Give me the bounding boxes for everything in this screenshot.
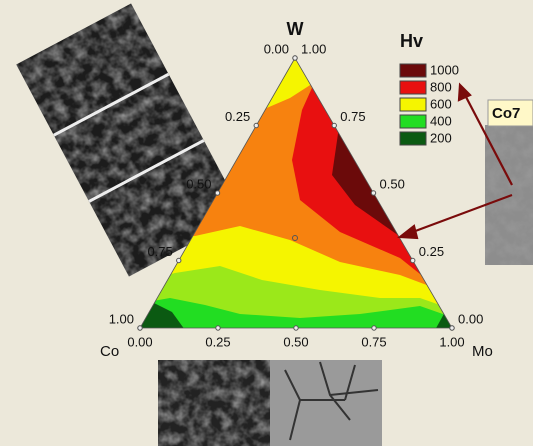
tick-mark [371,191,375,195]
tick-label: 0.00 [458,311,483,326]
tick-mark [450,326,454,330]
chart: Co7 Hv W Co Mo 0.00 0.25 0.50 0.75 1.00 0.00 0… [0,0,533,446]
tick-label: 0.50 [283,334,308,349]
legend-swatch [400,132,426,145]
legend-title: Hv [400,31,423,51]
legend-label: 800 [430,79,452,94]
tick-label: 0.00 [264,41,289,56]
tick-label: 0.50 [186,176,211,191]
legend-swatch [400,115,426,128]
legend-swatch [400,98,426,111]
axis-name: W [287,19,304,39]
tick-label: 0.25 [419,244,444,259]
tick-label: 0.75 [147,244,172,259]
legend-label: 600 [430,96,452,111]
tick-label: 0.75 [340,109,365,124]
tick-mark [254,123,258,127]
tick-mark [177,258,181,262]
tick-label: 1.00 [109,311,134,326]
legend-label: 400 [430,113,452,128]
micrograph-bottom [158,360,382,446]
legend-label: 1000 [430,62,459,77]
tick-mark [294,326,298,330]
annotation: Co7 [492,105,520,122]
micrograph-right [485,100,533,265]
tick-label: 0.25 [225,109,250,124]
tick-label: 0.00 [127,334,152,349]
axis-name: Mo [472,343,493,360]
tick-mark [216,326,220,330]
tick-label: 0.50 [380,176,405,191]
legend-label: 200 [430,130,452,145]
tick-mark [372,326,376,330]
tick-mark [332,123,336,127]
tick-mark [411,258,415,262]
axis-name: Co [100,343,119,360]
tick-label: 0.25 [205,334,230,349]
tick-mark [293,56,297,60]
legend-swatch [400,64,426,77]
tick-mark [215,191,219,195]
tick-label: 0.75 [361,334,386,349]
tick-label: 1.00 [439,334,464,349]
tick-label: 1.00 [301,41,326,56]
tick-mark [138,326,142,330]
legend-swatch [400,81,426,94]
